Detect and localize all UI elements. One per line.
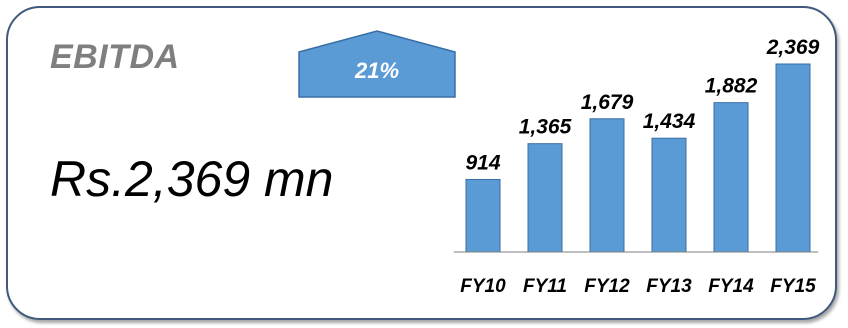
bar-FY11 [527, 143, 563, 253]
value-label-FY14: 1,882 [705, 75, 758, 98]
bar-FY15 [775, 63, 811, 253]
category-label-FY13: FY13 [646, 276, 692, 297]
growth-percent-label: 21% [354, 58, 400, 83]
headline-value: Rs.2,369 mn [50, 151, 334, 207]
value-label-FY11: 1,365 [519, 116, 572, 139]
value-label-FY13: 1,434 [643, 110, 696, 133]
bar-FY14 [713, 102, 749, 253]
value-label-FY12: 1,679 [581, 91, 634, 114]
category-label-FY11: FY11 [523, 276, 567, 297]
growth-arrow-icon [298, 30, 456, 98]
bar-FY12 [589, 118, 625, 253]
card-title: EBITDA [50, 38, 180, 76]
bar-FY13 [651, 137, 687, 253]
category-label-FY10: FY10 [460, 276, 506, 297]
category-label-FY15: FY15 [770, 276, 816, 297]
value-label-FY15: 2,369 [766, 36, 820, 59]
bar-FY10 [465, 178, 501, 253]
value-label-FY10: 914 [465, 151, 500, 174]
category-label-FY12: FY12 [584, 276, 630, 297]
category-label-FY14: FY14 [708, 276, 754, 297]
